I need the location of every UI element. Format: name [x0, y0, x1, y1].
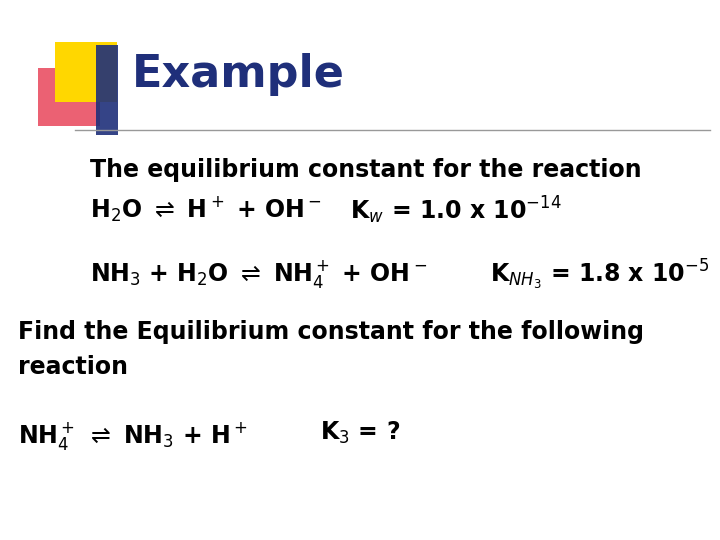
- Text: NH$_3$ + H$_2$O $\rightleftharpoons$ NH$_4^+$ + OH$^-$: NH$_3$ + H$_2$O $\rightleftharpoons$ NH$…: [90, 258, 427, 290]
- Text: Example: Example: [132, 53, 345, 97]
- Text: K$_3$ = ?: K$_3$ = ?: [320, 420, 400, 446]
- Bar: [96, 45, 118, 135]
- Text: H$_2$O $\rightleftharpoons$ H$^+$ + OH$^-$: H$_2$O $\rightleftharpoons$ H$^+$ + OH$^…: [90, 195, 321, 224]
- Text: K$_{NH_3}$ = 1.8 x 10$^{-5}$: K$_{NH_3}$ = 1.8 x 10$^{-5}$: [490, 258, 709, 292]
- Text: reaction: reaction: [18, 355, 128, 379]
- Text: Find the Equilibrium constant for the following: Find the Equilibrium constant for the fo…: [18, 320, 644, 344]
- Text: The equilibrium constant for the reaction: The equilibrium constant for the reactio…: [90, 158, 642, 182]
- Bar: [55, 42, 117, 102]
- Bar: [38, 68, 100, 126]
- Text: NH$_4^+$ $\rightleftharpoons$ NH$_3$ + H$^+$: NH$_4^+$ $\rightleftharpoons$ NH$_3$ + H…: [18, 420, 248, 452]
- Text: K$_w$ = 1.0 x 10$^{-14}$: K$_w$ = 1.0 x 10$^{-14}$: [350, 195, 562, 226]
